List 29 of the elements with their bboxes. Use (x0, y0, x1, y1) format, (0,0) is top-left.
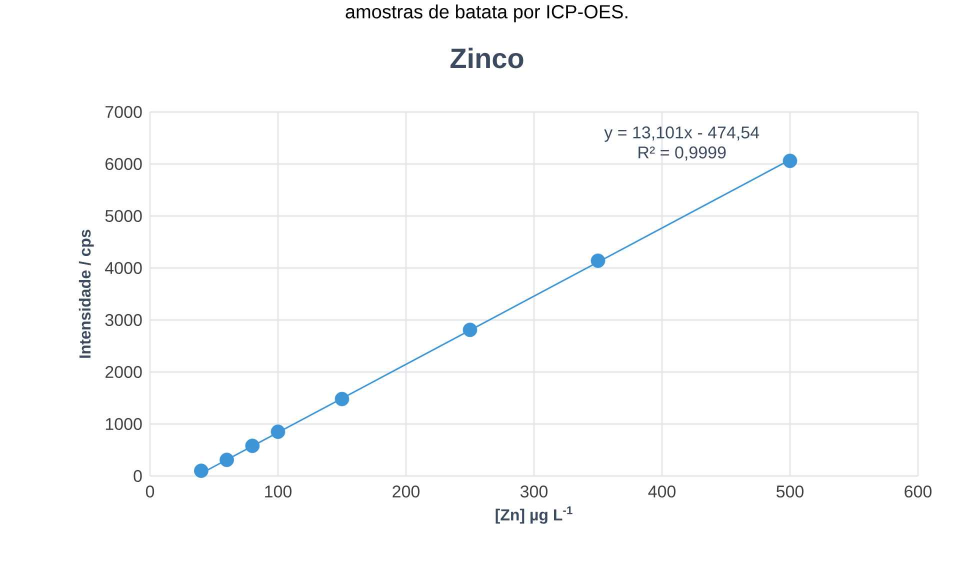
y-tick-label: 2000 (106, 366, 142, 378)
y-tick-label: 5000 (105, 210, 142, 222)
point (194, 464, 208, 478)
y-tick-label: 0 (134, 470, 142, 482)
y-axis-title: Intensidade / cps (78, 230, 94, 358)
y-tick-label: 3000 (105, 314, 142, 326)
point (334, 392, 350, 406)
x-tick-label: 300 (520, 486, 548, 498)
x-tick-label: 0 (146, 486, 154, 498)
text: amostras de batata por ICP-OES. (346, 4, 628, 22)
point (590, 254, 606, 268)
y-tick-label: 6000 (106, 158, 142, 170)
y-tick-label: 7000 (106, 106, 142, 118)
annotation: y = 13,101x - 474,54 (604, 126, 760, 142)
x-axis-title: [Zn] µg L$^{-1}$ (496, 506, 572, 524)
y-tick-label: 1000 (106, 418, 142, 430)
point (782, 154, 798, 168)
x-tick-label: 200 (392, 486, 420, 498)
point (220, 452, 234, 468)
x-tick-label: 600 (904, 486, 932, 498)
chart-title: Zinco (450, 48, 524, 68)
annotation: R² = 0,9999 (638, 146, 726, 160)
x-tick-label: 100 (265, 486, 292, 498)
point (270, 424, 286, 439)
point (462, 322, 478, 338)
x-tick-label: 500 (776, 486, 804, 498)
x-tick-label: 400 (648, 486, 676, 498)
y-tick-label: 4000 (105, 262, 142, 274)
point (245, 438, 260, 454)
